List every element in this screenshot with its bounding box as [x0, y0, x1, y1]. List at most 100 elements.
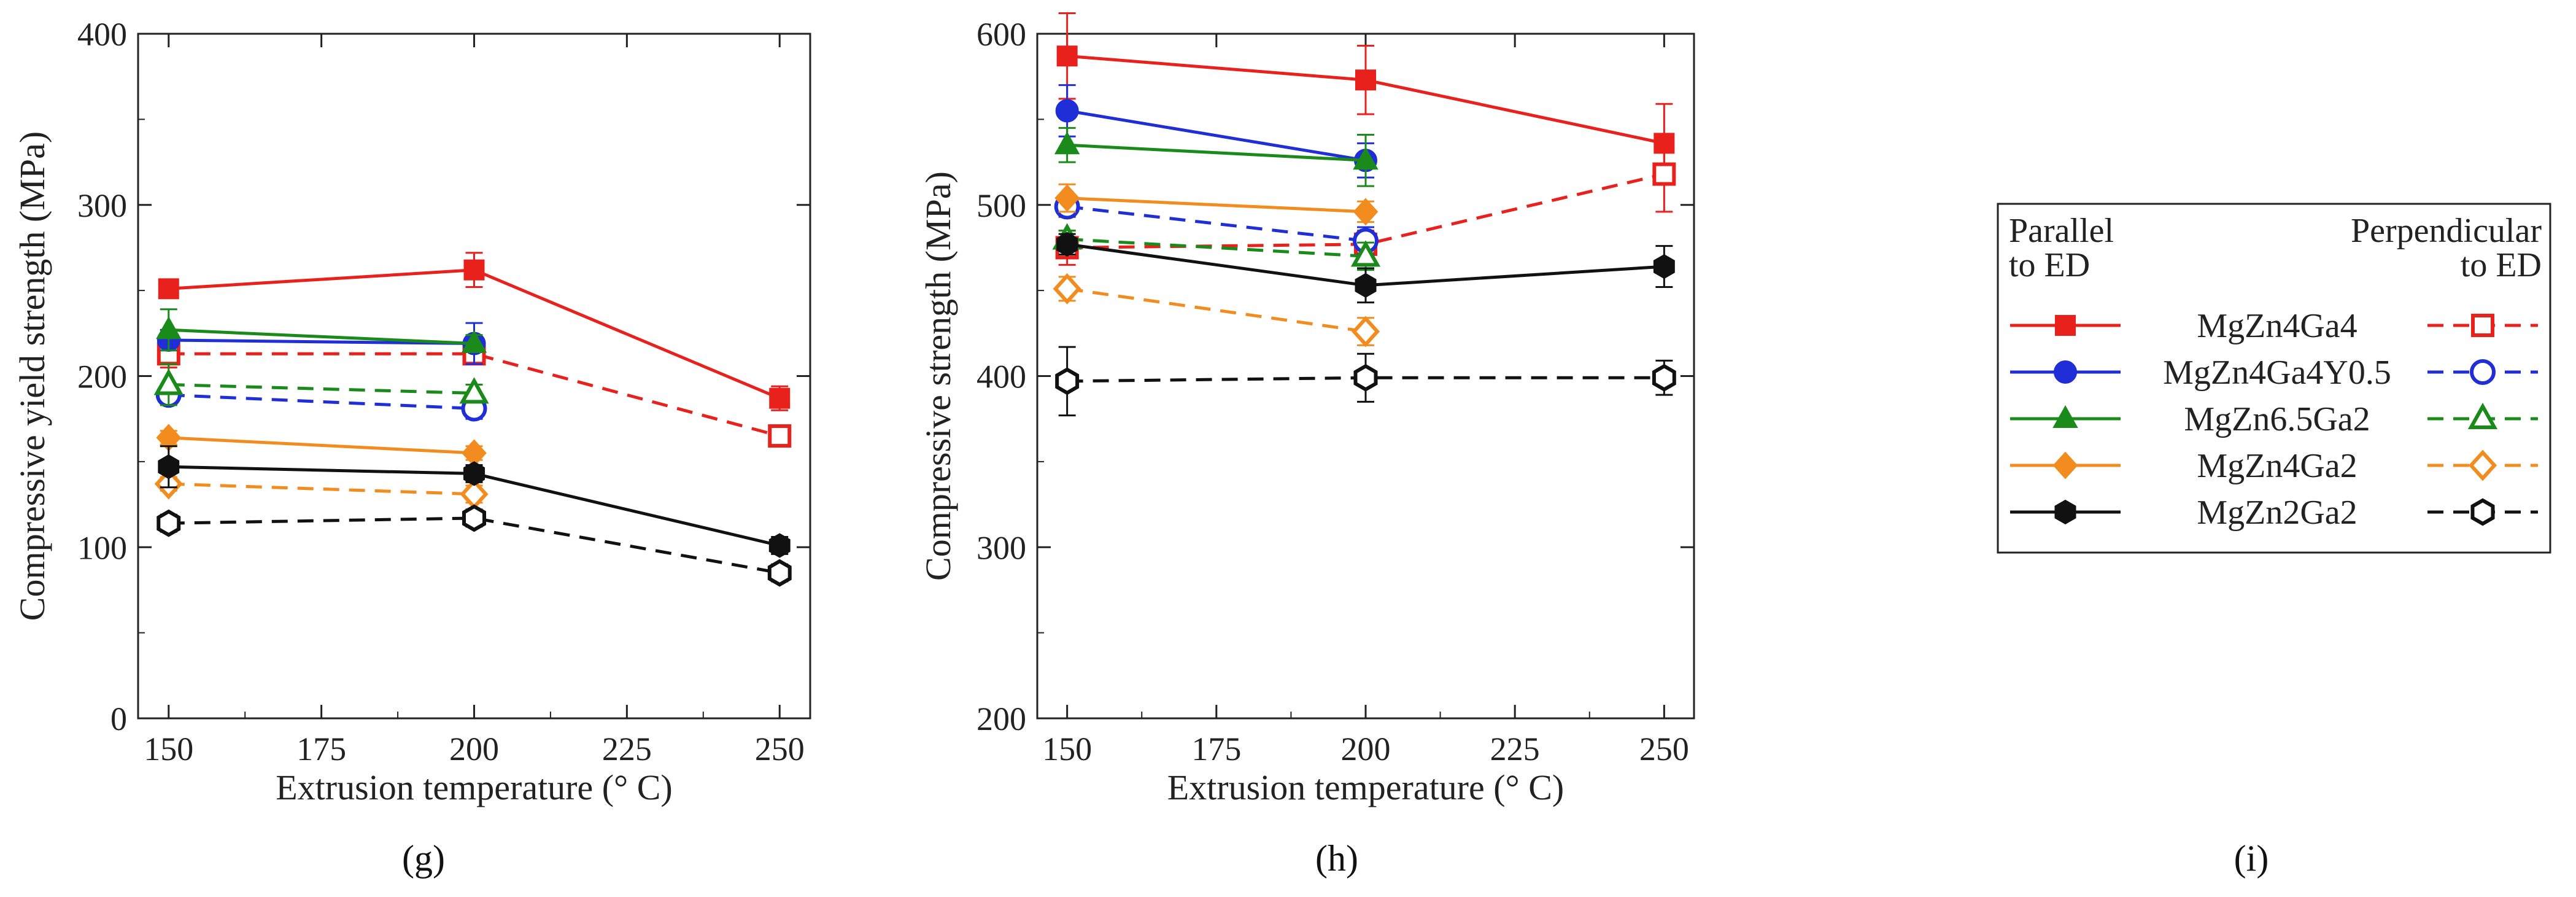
legend-header-parallel: Parallel [2009, 212, 2114, 250]
data-point [1055, 367, 1080, 395]
data-point [156, 316, 182, 340]
data-point [1351, 316, 1380, 348]
data-point [1053, 273, 1081, 305]
legend-marker-perpendicular [2470, 498, 2495, 526]
data-point [768, 424, 792, 448]
legend-marker-parallel [2052, 451, 2078, 480]
legend-entry: MgZn4Ga4 [2010, 307, 2538, 345]
data-point [1054, 184, 1080, 212]
series-line [168, 338, 474, 345]
x-axis-label: Extrusion temperature (° C) [276, 767, 673, 807]
series-MgZn4Ga4Y0.5-parallel [157, 322, 486, 365]
x-tick-label: 150 [144, 731, 193, 767]
legend-entry: MgZn4Ga2 [2010, 447, 2538, 485]
data-point [1056, 45, 1078, 67]
y-tick-label: 0 [110, 701, 127, 737]
x-tick-label: 200 [449, 731, 499, 767]
data-point [459, 377, 489, 404]
legend-label: MgZn4Ga4 [2197, 307, 2357, 345]
data-point [769, 387, 791, 409]
panel-label-i: (i) [2234, 838, 2269, 879]
data-point [463, 259, 485, 281]
legend-marker-perpendicular [2467, 402, 2498, 429]
x-tick-label: 250 [755, 731, 805, 767]
data-point [768, 533, 791, 558]
data-point [1652, 162, 1676, 186]
x-tick-label: 150 [1042, 731, 1092, 767]
legend-header-perpendicular: to ED [2461, 246, 2542, 284]
legend-marker-parallel [2055, 315, 2076, 336]
series-line [1067, 287, 1366, 333]
legend-label: MgZn4Ga4Y0.5 [2163, 354, 2391, 392]
panel-label-g: (g) [402, 838, 445, 879]
y-tick-label: 400 [77, 16, 127, 53]
series-MgZn4Ga2-parallel [1054, 183, 1379, 226]
series-MgZn4Ga2-parallel [156, 424, 487, 467]
data-point [157, 509, 181, 537]
data-point [463, 461, 485, 486]
x-tick-label: 225 [1490, 731, 1540, 767]
x-tick-label: 175 [1191, 731, 1241, 767]
series-MgZn6.5Ga2-perpendicular [153, 363, 489, 406]
y-tick-label: 300 [977, 529, 1026, 566]
legend-entry: MgZn2Ga2 [2010, 494, 2538, 532]
legend-label: MgZn2Ga2 [2197, 494, 2357, 532]
legend-entry: MgZn4Ga4Y0.5 [2010, 354, 2538, 392]
legend-marker-parallel [2054, 360, 2077, 384]
legend-entry: MgZn6.5Ga2 [2010, 400, 2538, 438]
y-tick-label: 200 [77, 359, 127, 395]
y-tick-label: 500 [977, 187, 1026, 224]
data-point [1054, 131, 1080, 155]
data-point [1652, 363, 1676, 392]
data-point [1056, 231, 1078, 257]
series-MgZn4Ga2-perpendicular [1053, 273, 1380, 348]
series-MgZn4Ga2-perpendicular [154, 468, 489, 510]
series-MgZn2Ga2-parallel [1056, 231, 1675, 304]
series-MgZn6.5Ga2-parallel [156, 308, 487, 353]
legend-header-perpendicular: Perpendicular [2351, 212, 2542, 250]
legend-header-parallel: to ED [2009, 246, 2090, 284]
legend-marker-perpendicular [2470, 359, 2496, 385]
series-line [1067, 205, 1366, 243]
data-point [1353, 147, 1379, 170]
series-MgZn4Ga4Y0.5-parallel [1055, 84, 1377, 179]
data-point [158, 454, 180, 480]
y-axis-label: Compressive strength (MPa) [918, 171, 958, 581]
data-point [1353, 198, 1379, 226]
series-line [168, 382, 474, 395]
series-line [168, 328, 474, 345]
data-point [1353, 363, 1378, 392]
data-point [153, 368, 184, 395]
series-MgZn4Ga4-parallel [158, 252, 791, 411]
series-line [168, 393, 474, 410]
series-line [168, 352, 780, 438]
legend-box [1997, 203, 2551, 554]
plot-frame [137, 33, 811, 720]
y-tick-label: 300 [77, 187, 127, 224]
y-tick-label: 200 [977, 701, 1026, 737]
data-point [461, 330, 487, 353]
chart-panel-h: 150 175 200 225 250 200 300 400 500 600 Extrusion … [918, 12, 1695, 807]
series-line [168, 436, 474, 455]
legend-marker-perpendicular [2471, 314, 2494, 337]
y-tick-label: 400 [977, 359, 1026, 395]
data-point [1355, 69, 1376, 91]
legend-marker-perpendicular [2468, 449, 2497, 481]
data-point [462, 504, 486, 532]
y-tick-label: 100 [77, 529, 127, 566]
y-tick-label: 600 [977, 16, 1026, 53]
series-line [1067, 196, 1366, 214]
panel-label-h: (h) [1315, 838, 1358, 879]
series-line [1067, 238, 1366, 258]
x-tick-label: 200 [1341, 731, 1391, 767]
legend-marker-parallel [2054, 499, 2076, 525]
series-MgZn2Ga2-parallel [158, 445, 791, 558]
series-MgZn4Ga4Y0.5-perpendicular [155, 382, 487, 422]
chart-panel-g: 150 175 200 225 250 0 100 200 300 400 Extrusion te… [12, 16, 811, 807]
x-axis-label: Extrusion temperature (° C) [1167, 767, 1565, 807]
data-point [1055, 99, 1079, 123]
series-line [168, 482, 474, 496]
data-point [1355, 273, 1377, 298]
data-point [1653, 254, 1675, 279]
